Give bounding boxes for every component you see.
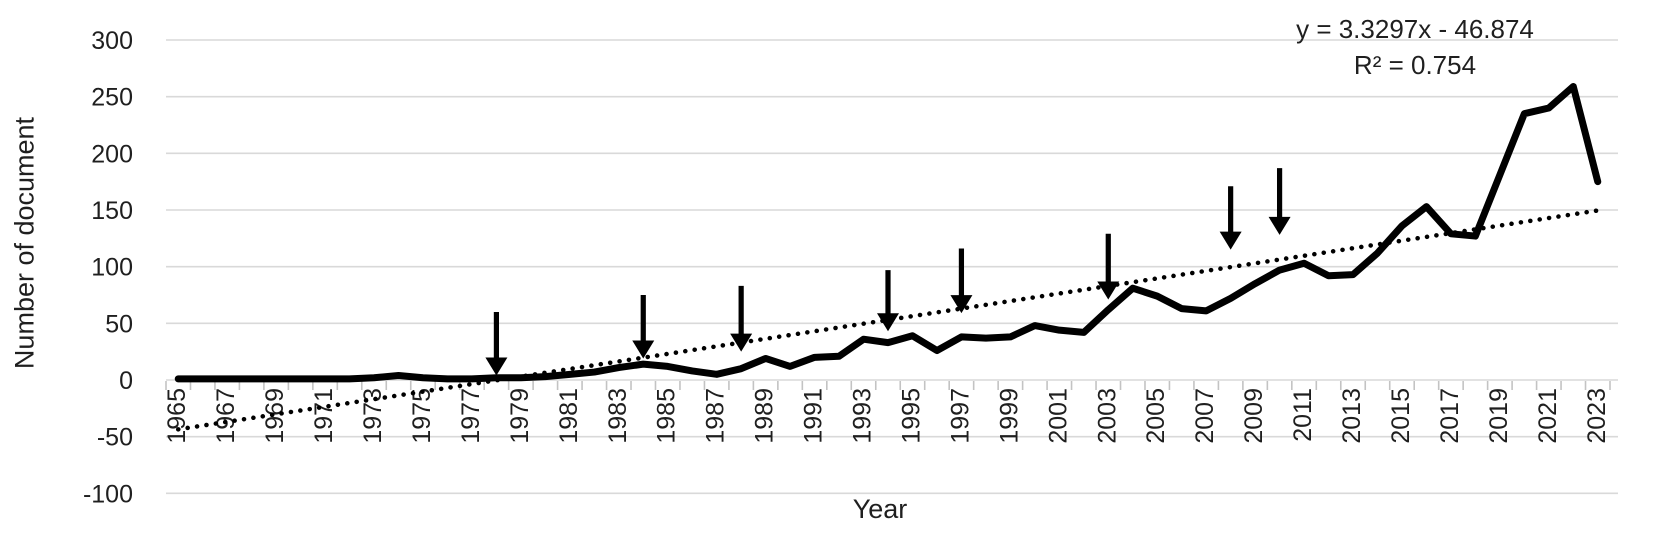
x-tick-label: 1989: [751, 388, 779, 444]
x-tick-label: 2007: [1191, 388, 1219, 444]
x-tick-label: 1997: [946, 388, 974, 444]
y-tick-label: 250: [91, 84, 133, 112]
x-tick-label: 2003: [1093, 388, 1121, 444]
y-tick-label: -100: [83, 480, 133, 508]
x-tick-label: 1977: [457, 388, 485, 444]
x-tick-label: 2005: [1142, 388, 1170, 444]
x-tick-label: 2021: [1534, 388, 1562, 444]
x-tick-label: 1987: [702, 388, 730, 444]
annotation-arrow: [730, 285, 753, 352]
x-tick-label: 1967: [212, 388, 240, 444]
x-tick-label: 2009: [1240, 388, 1268, 444]
y-tick-label: 100: [91, 254, 133, 282]
x-tick-label: 2015: [1387, 388, 1415, 444]
x-tick-label: 1965: [163, 388, 191, 444]
annotation-arrow: [485, 312, 508, 376]
x-tick-label: 1969: [261, 388, 289, 444]
x-tick-label: 2023: [1583, 388, 1611, 444]
annotation-arrow: [1268, 168, 1291, 235]
x-tick-label: 1973: [359, 388, 387, 444]
trendline-r-squared-label: R² = 0.754: [1353, 50, 1477, 80]
x-tick-label: 1993: [849, 388, 877, 444]
x-tick-label: 1985: [653, 388, 681, 444]
x-tick-label: 2013: [1338, 388, 1366, 444]
x-tick-label: 2001: [1044, 388, 1072, 444]
annotation-arrow: [1097, 233, 1120, 300]
annotation-arrow: [632, 295, 655, 359]
x-tick-label: 1991: [800, 388, 828, 444]
x-tick-label: 1983: [604, 388, 632, 444]
x-tick-label: 1999: [995, 388, 1023, 444]
x-tick-label: 2019: [1485, 388, 1513, 444]
x-tick-label: 1975: [408, 388, 436, 444]
x-tick-label: 2017: [1436, 388, 1464, 444]
annotation-arrow: [877, 270, 899, 332]
y-axis-title: Number of document: [9, 116, 40, 370]
y-tick-label: 0: [119, 367, 133, 395]
x-tick-label: 1971: [310, 388, 338, 444]
trendline-equation-label: y = 3.3297x - 46.874: [1296, 14, 1534, 44]
y-tick-label: 150: [91, 197, 133, 225]
data-series-line: [174, 82, 1602, 383]
x-tick-label: 1981: [555, 388, 583, 444]
annotation-arrow: [950, 248, 973, 314]
x-axis-title: Year: [852, 494, 908, 524]
y-tick-label: 200: [91, 140, 133, 168]
x-tick-label: 2011: [1289, 388, 1317, 442]
y-tick-label: -50: [97, 424, 133, 452]
trendline-dotted: [175, 208, 1601, 432]
y-tick-label: 300: [91, 27, 133, 55]
y-tick-label: 50: [105, 310, 133, 338]
x-tick-label: 1995: [897, 388, 925, 444]
x-tick-label: 1979: [506, 388, 534, 444]
annotation-arrow: [1219, 186, 1242, 250]
